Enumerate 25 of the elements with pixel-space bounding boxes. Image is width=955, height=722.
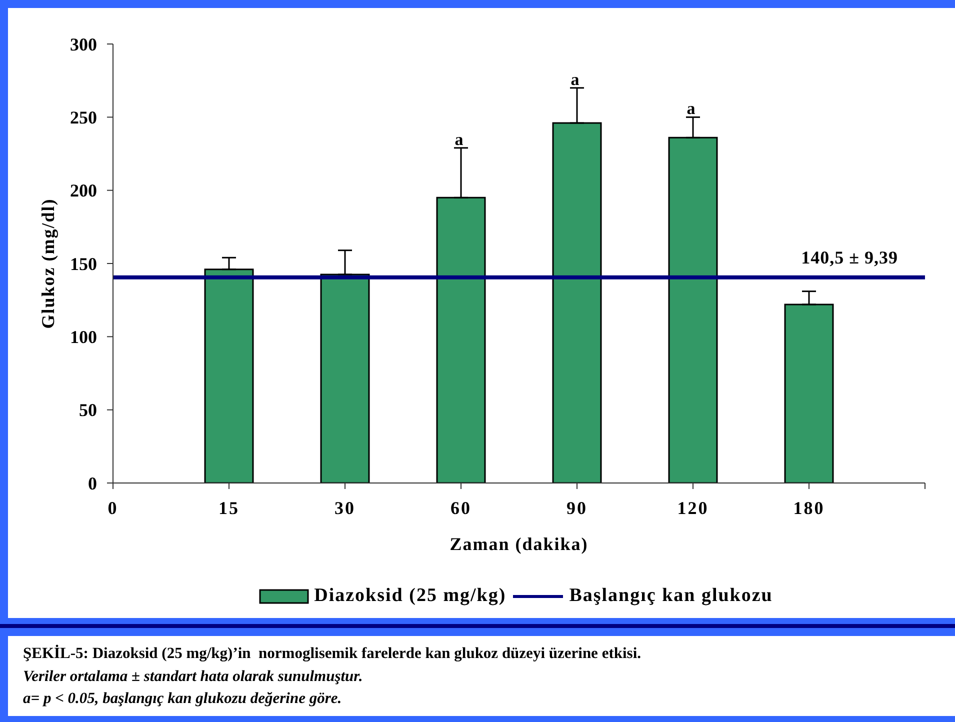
data-label: a: [454, 130, 464, 149]
text: Veriler ortalama ± standart hata olarak sunulmuştur.: [23, 668, 363, 684]
x-axis-title: Zaman (dakika): [450, 534, 588, 554]
annotation: 140,5 ± 9,39: [801, 247, 898, 268]
y-axis-title: Glukoz (mg/dl): [38, 198, 58, 329]
y-tick-label: 50: [79, 400, 97, 420]
y-tick-label: 100: [70, 327, 97, 348]
x-tick-label: 0: [108, 498, 118, 518]
x-tick-label: 180: [793, 498, 825, 518]
data-label: a: [570, 70, 580, 89]
legend-label: Diazoksid (25 mg/kg): [314, 585, 506, 607]
y-tick-label: 200: [70, 180, 97, 201]
x-tick-label: 15: [218, 498, 240, 518]
x-tick-label: 30: [334, 498, 356, 518]
legend-label: Başlangıç kan glukozu: [569, 585, 773, 607]
y-tick-label: 250: [70, 108, 97, 128]
x-tick-label: 120: [677, 498, 709, 518]
x-tick-label: 60: [450, 498, 472, 518]
y-tick-label: 0: [88, 473, 97, 494]
y-tick-label: 150: [70, 254, 97, 274]
y-tick-label: 300: [70, 34, 97, 54]
text: a= p < 0.05, başlangıç kan glukozu değerine göre.: [23, 690, 342, 707]
x-tick-label: 90: [566, 498, 588, 518]
text: ŞEKİL-5: Diazoksid (25 mg/kg)’in normoglisemik farelerde kan glukoz düzeyi üzerine etkisi.: [23, 645, 641, 662]
data-label: a: [686, 99, 696, 118]
